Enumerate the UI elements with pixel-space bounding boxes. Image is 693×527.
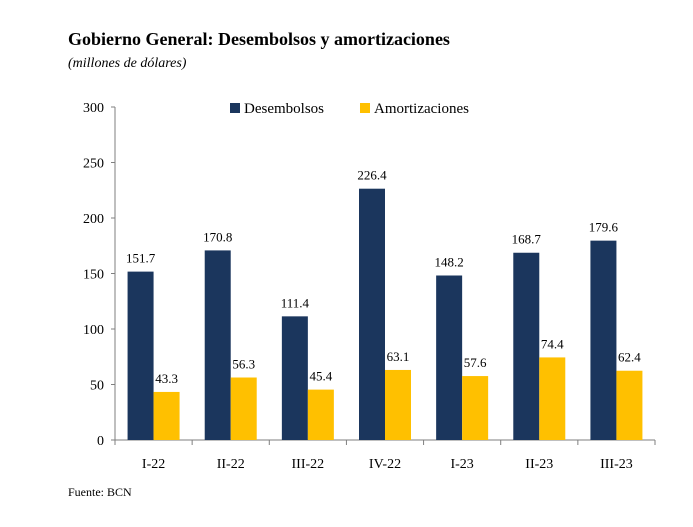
data-label-desembolsos: 111.4	[281, 295, 310, 310]
data-labels: 151.7 43.3 170.8 56.3 111.4 45.4 226.4 63.1 148.…	[126, 168, 641, 386]
legend-label-desembolsos: Desembolsos	[244, 101, 324, 117]
legend-label-amortizaciones: Amortizaciones	[374, 101, 469, 117]
bar-amortizaciones	[539, 357, 566, 440]
x-tick-label: II-23	[525, 457, 553, 472]
bar-desembolsos	[127, 271, 154, 440]
x-tick-label: III-23	[600, 457, 633, 472]
bar-amortizaciones	[153, 391, 180, 440]
source-note: Fuente: BCN	[68, 485, 132, 499]
data-label-desembolsos: 179.6	[589, 220, 619, 235]
data-label-amortizaciones: 43.3	[155, 371, 178, 386]
y-tick-label: 100	[83, 323, 104, 338]
x-tick-label: I-23	[450, 457, 473, 472]
x-tick-label: I-22	[142, 457, 165, 472]
bar-desembolsos	[436, 275, 463, 440]
data-label-desembolsos: 226.4	[357, 168, 387, 183]
data-label-desembolsos: 168.7	[512, 232, 542, 247]
y-tick-label: 300	[83, 101, 104, 116]
data-label-amortizaciones: 56.3	[232, 357, 255, 372]
data-label-amortizaciones: 74.4	[541, 336, 564, 351]
data-label-amortizaciones: 63.1	[387, 349, 410, 364]
data-label-desembolsos: 170.8	[203, 229, 232, 244]
data-label-amortizaciones: 45.4	[309, 369, 332, 384]
bar-amortizaciones	[385, 369, 411, 440]
x-tick-label: IV-22	[369, 457, 401, 472]
y-tick-label: 50	[90, 379, 104, 394]
legend-swatch-amortizaciones	[360, 103, 370, 113]
bar-amortizaciones	[307, 389, 334, 440]
y-tick-label: 0	[97, 434, 104, 449]
bar-desembolsos	[513, 252, 540, 440]
bars	[127, 188, 643, 440]
bar-desembolsos	[281, 316, 308, 440]
x-tick-label: III-22	[292, 457, 325, 472]
y-tick-label: 150	[83, 268, 104, 283]
chart-title: Gobierno General: Desembolsos y amortiza…	[68, 29, 450, 49]
bar-amortizaciones	[462, 376, 489, 440]
bar-desembolsos	[204, 250, 231, 440]
y-tick-label: 250	[83, 157, 104, 172]
data-label-amortizaciones: 62.4	[618, 350, 641, 365]
chart-subtitle: (millones de dólares)	[68, 56, 187, 71]
bar-amortizaciones	[616, 370, 643, 440]
data-label-desembolsos: 151.7	[126, 251, 156, 266]
data-label-desembolsos: 148.2	[435, 254, 464, 269]
bar-desembolsos	[590, 240, 617, 440]
bar-amortizaciones	[230, 377, 257, 440]
legend: Desembolsos Amortizaciones	[230, 101, 469, 117]
data-label-amortizaciones: 57.6	[464, 355, 487, 370]
x-tick-label: II-22	[217, 457, 245, 472]
bar-desembolsos	[359, 188, 385, 440]
legend-swatch-desembolsos	[230, 103, 240, 113]
y-tick-label: 200	[83, 212, 104, 227]
